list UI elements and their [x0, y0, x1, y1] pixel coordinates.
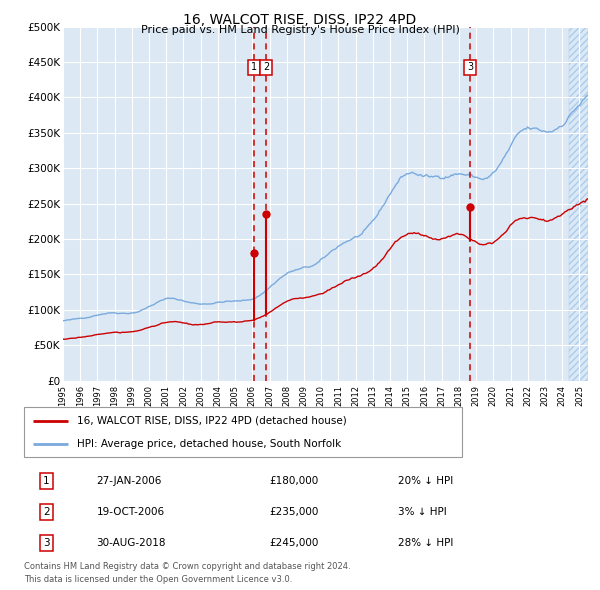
Text: 30-AUG-2018: 30-AUG-2018 — [97, 538, 166, 548]
Text: 16, WALCOT RISE, DISS, IP22 4PD (detached house): 16, WALCOT RISE, DISS, IP22 4PD (detache… — [77, 415, 346, 425]
Text: 2: 2 — [263, 63, 269, 72]
Text: 2001: 2001 — [162, 385, 171, 407]
Text: 3% ↓ HPI: 3% ↓ HPI — [398, 507, 446, 517]
Text: Price paid vs. HM Land Registry's House Price Index (HPI): Price paid vs. HM Land Registry's House … — [140, 25, 460, 35]
Text: 3: 3 — [43, 538, 50, 548]
Text: 2022: 2022 — [523, 385, 532, 407]
Text: 2004: 2004 — [214, 385, 223, 407]
Text: 2002: 2002 — [179, 385, 188, 407]
Text: 2014: 2014 — [386, 385, 395, 407]
Text: HPI: Average price, detached house, South Norfolk: HPI: Average price, detached house, Sout… — [77, 439, 341, 449]
Text: £180,000: £180,000 — [269, 476, 319, 486]
Text: Contains HM Land Registry data © Crown copyright and database right 2024.: Contains HM Land Registry data © Crown c… — [24, 562, 350, 571]
Text: 3: 3 — [467, 63, 473, 72]
Text: 2023: 2023 — [541, 385, 550, 407]
Text: 27-JAN-2006: 27-JAN-2006 — [97, 476, 162, 486]
Text: 2: 2 — [43, 507, 50, 517]
Text: 1: 1 — [251, 63, 257, 72]
Text: 16, WALCOT RISE, DISS, IP22 4PD: 16, WALCOT RISE, DISS, IP22 4PD — [184, 13, 416, 27]
Text: 1: 1 — [43, 476, 50, 486]
Text: 2000: 2000 — [145, 385, 154, 407]
Text: 2011: 2011 — [334, 385, 343, 407]
Text: 2025: 2025 — [575, 385, 584, 407]
Text: 2009: 2009 — [299, 385, 308, 407]
Text: 2020: 2020 — [489, 385, 498, 407]
Text: 2015: 2015 — [403, 385, 412, 407]
Text: 28% ↓ HPI: 28% ↓ HPI — [398, 538, 453, 548]
Text: 2013: 2013 — [368, 385, 377, 407]
Text: 1998: 1998 — [110, 385, 119, 407]
FancyBboxPatch shape — [24, 407, 462, 457]
Text: This data is licensed under the Open Government Licence v3.0.: This data is licensed under the Open Gov… — [24, 575, 292, 584]
Text: 1996: 1996 — [76, 385, 85, 407]
Text: 2012: 2012 — [351, 385, 360, 407]
Text: 20% ↓ HPI: 20% ↓ HPI — [398, 476, 453, 486]
Text: 2016: 2016 — [420, 385, 429, 407]
Text: 2003: 2003 — [196, 385, 205, 407]
Text: 1995: 1995 — [59, 385, 67, 407]
Text: 1997: 1997 — [93, 385, 102, 407]
Text: 2018: 2018 — [454, 385, 463, 407]
Text: 19-OCT-2006: 19-OCT-2006 — [97, 507, 164, 517]
Bar — [569, 27, 588, 381]
Text: 2007: 2007 — [265, 385, 274, 407]
Text: 1999: 1999 — [127, 385, 136, 407]
Text: 2006: 2006 — [248, 385, 257, 407]
Text: 2008: 2008 — [282, 385, 291, 407]
Text: 2010: 2010 — [317, 385, 326, 407]
Text: 2005: 2005 — [230, 385, 239, 407]
Text: 2019: 2019 — [472, 385, 481, 407]
Bar — [569, 27, 588, 381]
Text: 2017: 2017 — [437, 385, 446, 407]
Text: £235,000: £235,000 — [269, 507, 319, 517]
Text: £245,000: £245,000 — [269, 538, 319, 548]
Text: 2021: 2021 — [506, 385, 515, 407]
Text: 2024: 2024 — [557, 385, 566, 407]
